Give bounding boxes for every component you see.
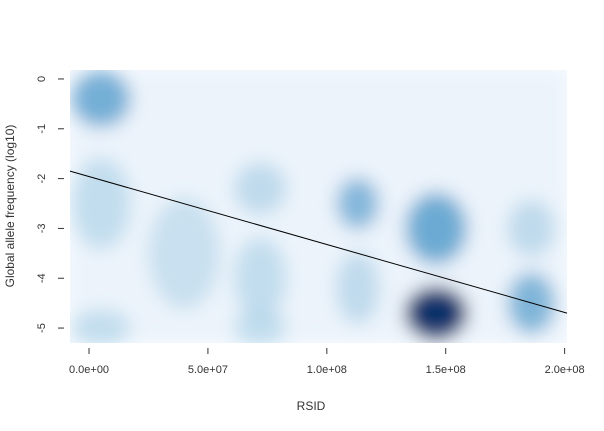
density-blob xyxy=(234,309,287,343)
regression-line xyxy=(69,170,568,314)
density-blob xyxy=(234,162,287,215)
x-tick-label: 0.0e+00 xyxy=(69,364,109,376)
plot-area xyxy=(69,70,568,343)
y-tick-label: -2 xyxy=(36,174,48,184)
x-tick-label: 5.0e+07 xyxy=(188,364,228,376)
density-blob xyxy=(336,252,380,325)
x-tick-label: 1.0e+08 xyxy=(307,364,347,376)
density-blob xyxy=(148,197,220,310)
density-blob xyxy=(71,157,131,250)
x-tick-label: 2.0e+08 xyxy=(545,364,585,376)
density-blob xyxy=(71,309,131,343)
density-heatmap xyxy=(70,70,567,343)
density-blob xyxy=(405,192,468,265)
y-axis: 0 -1 -2 -3 -4 -5 xyxy=(36,76,64,333)
y-tick-label: -1 xyxy=(36,124,48,134)
y-tick-label: -4 xyxy=(36,273,48,283)
x-tick-label: 1.5e+08 xyxy=(426,364,466,376)
density-blob xyxy=(507,200,556,257)
density-blob xyxy=(234,237,287,320)
y-tick-label: -3 xyxy=(36,224,48,234)
y-tick-label: -5 xyxy=(36,323,48,333)
density-blob xyxy=(405,287,468,340)
y-tick-label: 0 xyxy=(36,76,48,82)
x-axis-title: RSID xyxy=(297,399,326,413)
y-axis-title: Global allele frequency (log10) xyxy=(3,125,17,288)
x-axis: 0.0e+00 5.0e+07 1.0e+08 1.5e+08 2.0e+08 xyxy=(69,348,585,376)
density-blob xyxy=(71,70,131,128)
density-blob xyxy=(336,177,380,230)
